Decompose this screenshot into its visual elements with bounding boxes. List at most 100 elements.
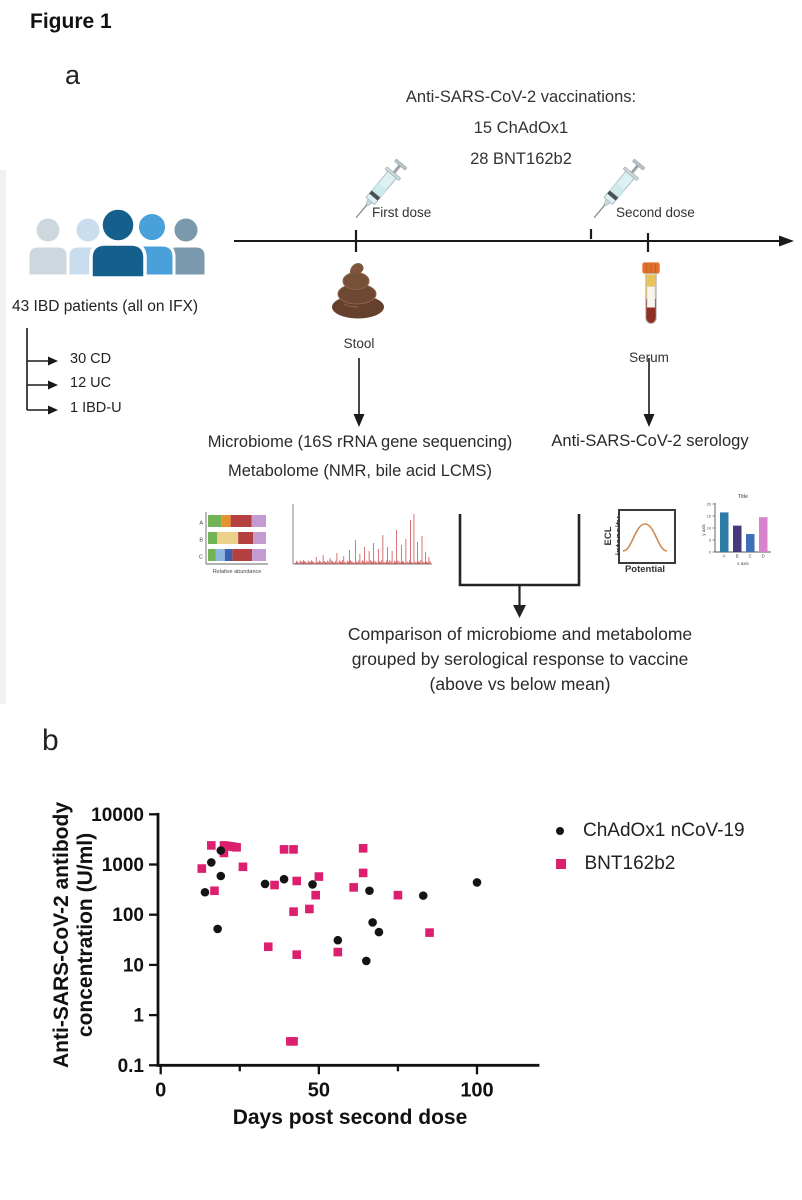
ecl-x-axis-label: Potential: [624, 564, 666, 575]
ecl-plot-thumbnail: [618, 509, 676, 564]
stacked-bar-segment: [251, 515, 266, 527]
ecl-y-axis-label: ECL intensity: [603, 516, 625, 555]
stacked-bar-thumbnail: A B C Relative abundance: [199, 512, 268, 575]
data-point-chadox1: [216, 846, 226, 855]
patients-title: 43 IBD patients (all on IFX): [12, 298, 199, 315]
data-point-bnt162b2: [207, 841, 216, 850]
panel-b-label: b: [42, 724, 59, 757]
patients-group-icon: [26, 206, 208, 280]
data-point-bnt162b2: [358, 868, 368, 878]
data-point-chadox1: [200, 887, 210, 897]
merge-bracket-arrow: [458, 514, 581, 618]
data-point-bnt162b2: [289, 907, 298, 916]
y-axis-title-line1: Anti-SARS-CoV-2 antibody: [50, 802, 73, 1068]
legend-label-chadox1: ChAdOx1 nCoV-19: [583, 820, 745, 841]
figure-title: Figure 1: [30, 10, 112, 33]
mini-bar-y-tick-label: 15: [707, 515, 711, 519]
data-point-chadox1: [374, 927, 384, 937]
data-point-bnt162b2: [263, 942, 273, 952]
ecl-curve: [622, 523, 668, 552]
data-point-chadox1: [308, 880, 317, 889]
serology-analysis-text: Anti-SARS-CoV-2 serology: [551, 432, 749, 450]
comparison-text: Comparison of microbiome and metabolome …: [260, 622, 780, 697]
vaccination-title: Anti-SARS-CoV-2 vaccinations:: [405, 88, 637, 106]
data-point-bnt162b2: [358, 844, 368, 853]
data-point-chadox1: [279, 874, 289, 884]
chart-x-axis-title: Days post second dose: [232, 1106, 468, 1129]
data-point-chadox1: [333, 935, 343, 945]
stacked-bar-segment: [253, 532, 266, 544]
stool-label: Stool: [343, 336, 375, 351]
data-point-bnt162b2: [349, 883, 358, 892]
stacked-bar-segment: [252, 549, 266, 561]
mini-bar-category-label: C: [749, 554, 752, 559]
mini-bar: [733, 525, 742, 552]
comparison-line2: grouped by serological response to vacci…: [351, 649, 689, 669]
y-tick-label: 1: [133, 1006, 144, 1027]
first-dose-label: First dose: [372, 205, 432, 220]
comparison-line1: Comparison of microbiome and metabolome: [347, 624, 693, 644]
mini-bar-y-tick-label: 10: [707, 527, 711, 531]
person-icon: [89, 206, 147, 280]
data-point-bnt162b2: [314, 872, 324, 881]
data-point-bnt162b2: [425, 928, 434, 937]
data-point-bnt162b2: [311, 890, 320, 900]
mini-bar-xlabel: x axis: [737, 561, 749, 566]
stacked-bar-segment: [215, 549, 225, 561]
mini-bar-y-tick-label: 5: [709, 539, 711, 543]
mini-bar-title: Title: [738, 494, 748, 500]
y-tick-label: 0.1: [118, 1056, 145, 1077]
stacked-bar-segment: [217, 532, 239, 544]
legend-label-bnt162b2: BNT162b2: [584, 853, 676, 874]
stacked-bar-row-label: A: [199, 521, 203, 527]
legend-item-chadox1: ChAdOx1 nCoV-19: [546, 818, 796, 844]
patient-group-cd: 30 CD: [70, 351, 112, 367]
data-point-chadox1: [361, 956, 371, 966]
vaccination-chadox1-count: 15 ChAdOx1: [473, 119, 569, 137]
data-point-chadox1: [472, 878, 482, 887]
scatter-plot: 10000 1000 100 10 1 0.1 0 50 100: [91, 805, 540, 1101]
patient-group-ibdu: 1 IBD-U: [70, 400, 122, 416]
data-point-chadox1: [213, 924, 222, 934]
legend-marker-square-icon: [556, 859, 566, 869]
patient-group-uc: 12 UC: [70, 375, 112, 391]
mini-bar-category-label: B: [736, 554, 739, 559]
stacked-bar-segment: [208, 515, 222, 527]
mini-bar-chart-thumbnail: Title 0 5 10 15 20 A B C Dx axis y axis: [701, 494, 771, 566]
data-point-bnt162b2: [270, 880, 279, 890]
data-point-bnt162b2: [393, 890, 403, 900]
stacked-bar-xlabel: Relative abundance: [213, 569, 262, 575]
stacked-bar-segment: [208, 549, 216, 561]
data-point-bnt162b2: [197, 864, 207, 873]
stacked-bar-segment: [232, 549, 253, 561]
y-tick-label: 10: [123, 955, 144, 976]
mini-bar-category-label: A: [723, 554, 726, 559]
syringe-icon-second-dose: [593, 159, 645, 219]
mini-bar-y-tick-label: 20: [707, 503, 711, 507]
data-point-bnt162b2: [289, 1037, 298, 1046]
x-tick-label: 0: [155, 1079, 166, 1101]
data-point-bnt162b2: [232, 843, 241, 852]
data-point-chadox1: [207, 858, 216, 867]
data-point-bnt162b2: [333, 947, 343, 957]
mini-bar: [720, 512, 729, 552]
legend-marker-circle-icon: [556, 827, 564, 835]
microbiome-line1: Microbiome (16S rRNA gene sequencing): [207, 433, 513, 451]
microbiome-analysis-text: Microbiome (16S rRNA gene sequencing) Me…: [165, 428, 555, 486]
vaccination-summary: Anti-SARS-CoV-2 vaccinations: 15 ChAdOx1…: [330, 82, 712, 175]
data-point-chadox1: [216, 871, 226, 881]
x-tick-label: 50: [308, 1079, 330, 1101]
data-point-bnt162b2: [279, 845, 289, 854]
legend-item-bnt162b2: BNT162b2: [546, 851, 796, 877]
vaccination-bnt162b2-count: 28 BNT162b2: [470, 150, 572, 168]
panel-a-label: a: [65, 60, 81, 90]
spectrum-thumbnail: [292, 504, 432, 565]
data-point-bnt162b2: [292, 950, 302, 959]
down-arrow-serum: [643, 358, 655, 427]
stacked-bar-segment: [221, 515, 231, 527]
stacked-bar-segment: [208, 532, 218, 544]
data-point-chadox1: [365, 886, 374, 896]
syringe-icon-first-dose: [355, 159, 407, 219]
stacked-bar-row-label: C: [199, 555, 203, 561]
down-arrow-stool: [353, 358, 365, 427]
